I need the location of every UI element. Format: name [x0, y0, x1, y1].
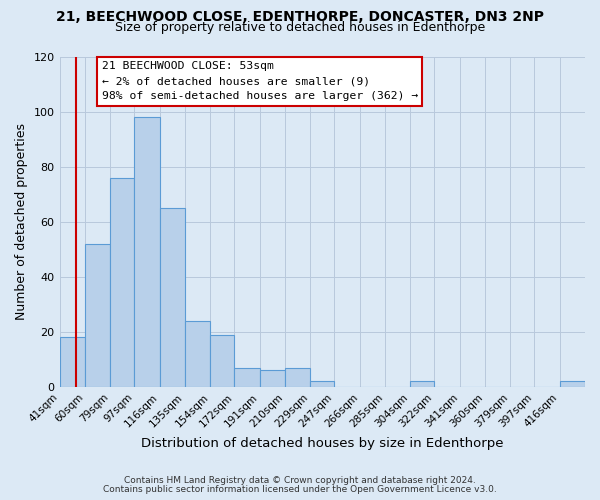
Bar [210, 334, 234, 387]
Text: 21, BEECHWOOD CLOSE, EDENTHORPE, DONCASTER, DN3 2NP: 21, BEECHWOOD CLOSE, EDENTHORPE, DONCAST… [56, 10, 544, 24]
Bar [185, 321, 210, 387]
Bar [285, 368, 310, 387]
Bar [85, 244, 110, 387]
Bar [234, 368, 260, 387]
Bar [310, 382, 334, 387]
Bar [410, 382, 434, 387]
Bar [160, 208, 185, 387]
Y-axis label: Number of detached properties: Number of detached properties [15, 123, 28, 320]
Text: Size of property relative to detached houses in Edenthorpe: Size of property relative to detached ho… [115, 21, 485, 34]
Bar [59, 338, 85, 387]
X-axis label: Distribution of detached houses by size in Edenthorpe: Distribution of detached houses by size … [141, 437, 503, 450]
Bar [560, 382, 585, 387]
Text: 21 BEECHWOOD CLOSE: 53sqm
← 2% of detached houses are smaller (9)
98% of semi-de: 21 BEECHWOOD CLOSE: 53sqm ← 2% of detach… [101, 62, 418, 101]
Bar [134, 117, 160, 387]
Bar [110, 178, 134, 387]
Bar [260, 370, 285, 387]
Text: Contains HM Land Registry data © Crown copyright and database right 2024.: Contains HM Land Registry data © Crown c… [124, 476, 476, 485]
Text: Contains public sector information licensed under the Open Government Licence v3: Contains public sector information licen… [103, 485, 497, 494]
